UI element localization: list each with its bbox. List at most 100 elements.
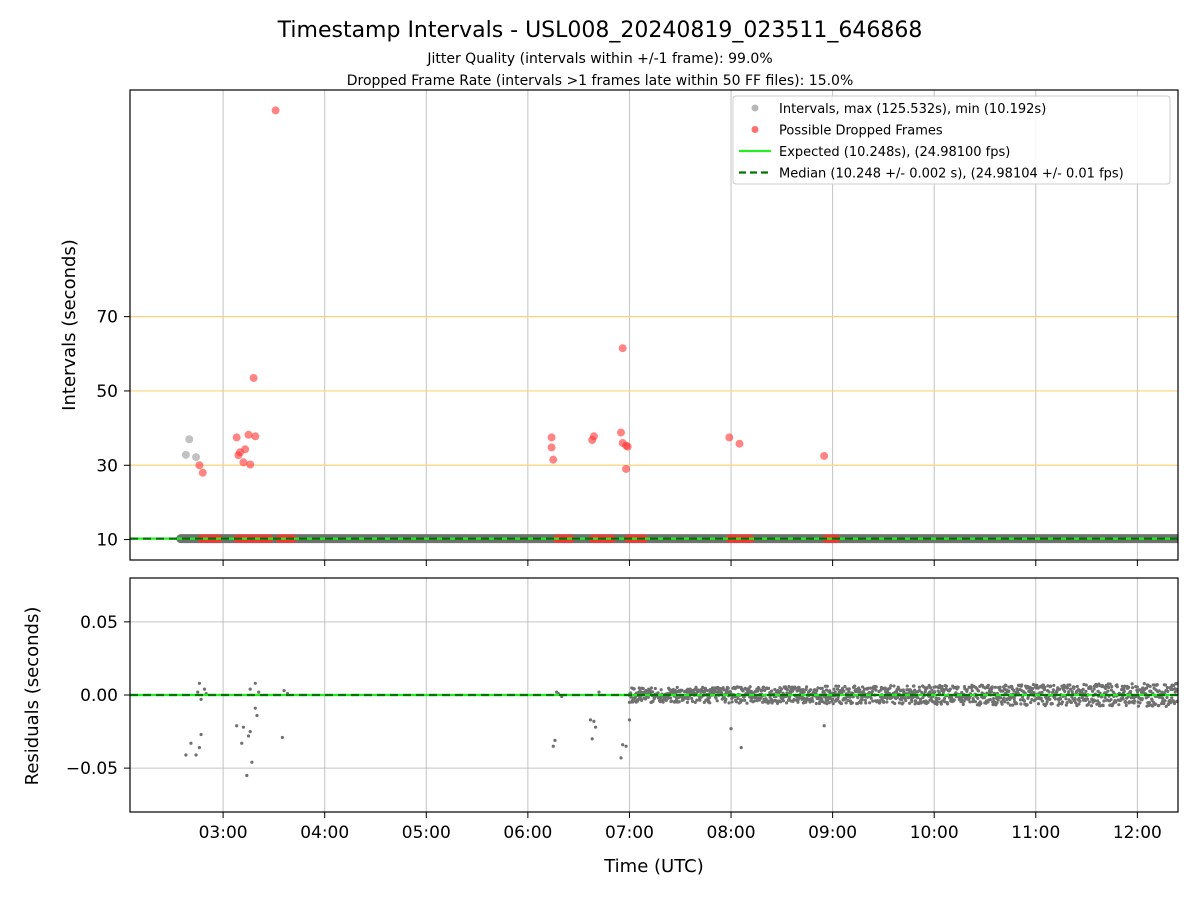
residual-point [1120, 684, 1124, 688]
residual-point [795, 689, 799, 693]
residual-point [741, 689, 745, 693]
residual-point [933, 690, 937, 694]
legend-marker [751, 126, 759, 133]
residual-point [705, 688, 710, 693]
legend-label: Expected (10.248s), (24.98100 fps) [779, 145, 1010, 160]
residual-point [893, 701, 897, 706]
residual-point [199, 697, 203, 701]
residual-point [1138, 688, 1142, 692]
dropped-frame-point [195, 461, 204, 470]
residual-point [989, 690, 994, 694]
residual-point [993, 685, 998, 689]
residual-point [937, 697, 941, 701]
residual-point [676, 696, 681, 700]
residual-point [962, 699, 966, 703]
residual-point [1047, 690, 1051, 694]
residual-point [845, 687, 849, 691]
residual-point [854, 687, 858, 692]
residual-point [727, 701, 731, 705]
residual-point [1064, 697, 1068, 701]
residual-point [701, 685, 705, 689]
residual-point [656, 691, 660, 695]
residual-point [690, 699, 695, 703]
residual-point [976, 689, 981, 693]
residual-point [745, 701, 749, 705]
residual-point [785, 687, 789, 692]
dropped-frame-point [547, 443, 556, 452]
residual-point [743, 698, 747, 702]
residual-point [928, 685, 932, 690]
residual-point [1102, 699, 1106, 703]
residual-point [1165, 695, 1169, 700]
residual-point [860, 698, 864, 702]
legend-label: Intervals, max (125.532s), min (10.192s) [779, 102, 1046, 117]
residual-point [1036, 702, 1041, 706]
residual-point [922, 685, 926, 689]
residual-point [844, 701, 848, 705]
residual-point [970, 689, 974, 693]
residual-point [1130, 682, 1134, 686]
interval-point [185, 435, 194, 444]
residual-point [670, 699, 674, 703]
residual-point [937, 691, 941, 695]
residual-point [197, 746, 202, 750]
chart-subtitle-1: Jitter Quality (intervals within +/-1 fr… [426, 51, 772, 67]
residual-point [730, 700, 734, 704]
residual-point [1128, 689, 1133, 694]
residual-point [1040, 699, 1045, 703]
residual-point [912, 684, 916, 688]
residual-point [1163, 683, 1168, 687]
legend-label: Median (10.248 +/- 0.002 s), (24.98104 +… [779, 167, 1124, 182]
residual-point [714, 696, 718, 700]
residual-point [998, 685, 1002, 689]
residual-point [739, 746, 743, 750]
residual-point [1031, 686, 1035, 691]
residual-point [1157, 703, 1161, 708]
dropped-frame-point [244, 430, 253, 439]
dropped-frame-point [622, 464, 631, 473]
residual-point [725, 689, 729, 693]
residual-point [1148, 684, 1152, 689]
residual-point [710, 686, 715, 690]
residual-point [1022, 699, 1027, 703]
residual-point [624, 744, 628, 748]
residual-point [847, 689, 851, 694]
residual-point [1174, 682, 1178, 686]
x-axis-label: Time (UTC) [603, 856, 704, 877]
residual-point [593, 725, 598, 729]
residual-point [832, 687, 836, 691]
residual-point [976, 696, 980, 700]
dropped-frame-point [623, 442, 632, 451]
residual-point [1073, 696, 1077, 701]
residual-point [551, 744, 555, 748]
residual-point [1136, 690, 1140, 694]
residual-point [1085, 697, 1090, 701]
dropped-frame-point [725, 433, 734, 442]
residual-point [1109, 697, 1113, 702]
residual-point [248, 729, 252, 734]
residual-point [1069, 687, 1073, 691]
residual-point [257, 690, 261, 694]
residual-point [827, 701, 831, 705]
x-tick-label: 04:00 [300, 823, 349, 843]
residual-point [1103, 686, 1108, 690]
residual-point [1084, 689, 1088, 693]
residual-point [651, 699, 655, 703]
residual-point [1164, 704, 1168, 709]
residual-point [1135, 685, 1139, 689]
residual-point [837, 684, 841, 688]
y-tick-label: 0.05 [80, 613, 118, 633]
residual-point [724, 697, 728, 701]
residual-point [859, 701, 863, 705]
residual-point [1052, 683, 1056, 688]
residual-point [843, 684, 847, 689]
residual-point [1040, 690, 1044, 694]
residual-point [998, 696, 1003, 700]
residual-point [869, 686, 873, 690]
residual-point [939, 702, 943, 706]
residual-point [677, 700, 681, 704]
residual-point [1162, 701, 1166, 706]
residual-point [675, 685, 679, 689]
residual-point [1008, 703, 1012, 707]
